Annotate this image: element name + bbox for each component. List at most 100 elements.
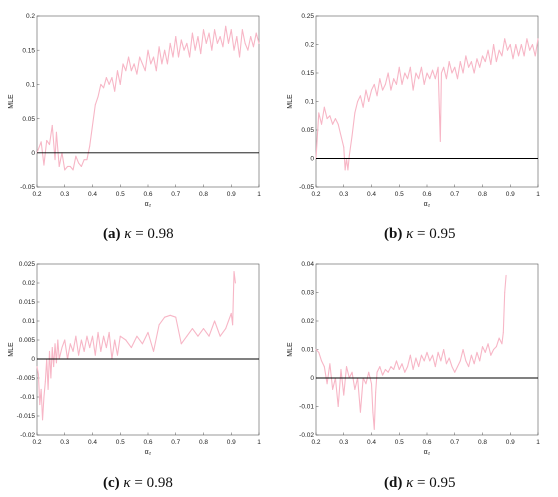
x-tick-label: 0.8: [478, 439, 487, 446]
data-point: [482, 55, 483, 57]
y-tick-label: -0.015: [17, 413, 36, 420]
data-point: [484, 61, 486, 63]
data-point: [534, 55, 536, 57]
data-point: [116, 354, 118, 356]
y-tick-label: 0.025: [19, 261, 36, 268]
data-point: [404, 371, 406, 373]
data-point: [445, 78, 447, 80]
x-tick-label: 0.4: [88, 191, 97, 198]
data-point: [337, 406, 339, 407]
caption-d-letter: (d): [384, 475, 403, 491]
data-point: [92, 124, 93, 126]
data-point: [468, 66, 470, 68]
data-point: [393, 368, 395, 370]
data-point: [130, 70, 132, 72]
data-point: [398, 66, 400, 68]
data-point: [116, 70, 118, 72]
data-point: [180, 39, 182, 41]
data-point: [139, 56, 141, 58]
y-tick-label: -0.02: [20, 432, 35, 439]
data-point: [376, 95, 378, 97]
data-point: [89, 347, 91, 349]
x-tick-label: 0.5: [395, 439, 404, 446]
data-point: [72, 350, 74, 352]
data-point: [340, 368, 342, 370]
data-point: [371, 383, 372, 385]
caption-a-symbol: κ: [124, 226, 132, 242]
chart-a: 0.2 0.3 0.4 0.5 0.6 0.7 0.8 0.9 1 -0.05 0 0.05 0.1 0.…: [8, 13, 261, 208]
chart-d: 0.2 0.3 0.4 0.5 0.6 0.7 0.8 0.9 1 -0.02 -0.01 0 0.01…: [287, 261, 540, 456]
data-point: [379, 366, 381, 368]
data-point: [42, 419, 44, 421]
data-point: [250, 36, 252, 38]
data-point: [340, 135, 342, 137]
data-point: [136, 73, 138, 75]
data-point: [354, 388, 356, 390]
data-point: [423, 360, 425, 362]
data-point: [459, 360, 461, 362]
data-point: [180, 343, 182, 345]
data-point: [387, 72, 389, 74]
data-point: [426, 351, 428, 353]
data-point: [203, 29, 204, 31]
data-point: [390, 366, 392, 368]
data-point: [443, 349, 445, 350]
data-point: [531, 44, 533, 45]
data-point: [54, 343, 56, 345]
data-point: [439, 140, 441, 142]
x-tick-label: 0.9: [227, 191, 236, 198]
data-point: [440, 360, 442, 362]
data-point: [164, 49, 166, 51]
data-point: [114, 339, 116, 341]
data-point: [515, 44, 517, 45]
data-point: [141, 63, 143, 65]
data-point: [105, 77, 107, 79]
data-point: [64, 169, 66, 171]
data-point: [205, 42, 207, 44]
x-tick-label: 0.5: [395, 191, 404, 198]
y-tick-label: 0: [31, 150, 35, 157]
data-point: [375, 391, 377, 393]
x-tick-label: 0.3: [339, 191, 348, 198]
data-point: [37, 373, 39, 375]
data-point: [55, 131, 57, 133]
data-point: [89, 145, 91, 147]
data-point: [334, 118, 336, 120]
data-point: [365, 89, 367, 91]
data-point: [526, 38, 528, 40]
data-point: [382, 374, 384, 376]
data-point: [47, 388, 49, 390]
data-point: [465, 360, 467, 362]
y-tick-label: 0.02: [301, 318, 314, 325]
data-point: [318, 351, 320, 353]
data-point: [61, 347, 63, 349]
y-axis-label: MLE: [8, 94, 15, 109]
data-point: [357, 101, 359, 102]
data-point: [343, 146, 345, 148]
data-point: [141, 343, 143, 345]
data-point: [457, 78, 459, 80]
data-point: [227, 42, 229, 44]
data-point: [518, 55, 520, 57]
chart-panel-a: 0.2 0.3 0.4 0.5 0.6 0.7 0.8 0.9 1 -0.05 0 0.05 0.1 0.…: [0, 0, 279, 222]
x-tick-label: 0.2: [32, 439, 41, 446]
data-point: [315, 349, 317, 350]
data-point: [390, 89, 392, 91]
data-point: [501, 343, 503, 345]
y-tick-label: 0.05: [301, 127, 314, 134]
data-point: [233, 49, 235, 51]
data-point: [434, 366, 436, 368]
y-tick-label: 0.2: [26, 13, 35, 20]
data-point: [83, 350, 85, 352]
data-point: [426, 72, 428, 74]
data-point: [382, 89, 384, 91]
data-point: [214, 29, 216, 31]
data-point: [53, 366, 55, 368]
x-tick-label: 0.7: [450, 439, 459, 446]
data-point: [44, 381, 46, 383]
x-axis-label: α₂: [424, 449, 431, 456]
data-point: [362, 106, 364, 108]
y-tick-label: 0.005: [19, 337, 36, 344]
data-point: [239, 56, 241, 58]
data-point: [537, 38, 539, 40]
